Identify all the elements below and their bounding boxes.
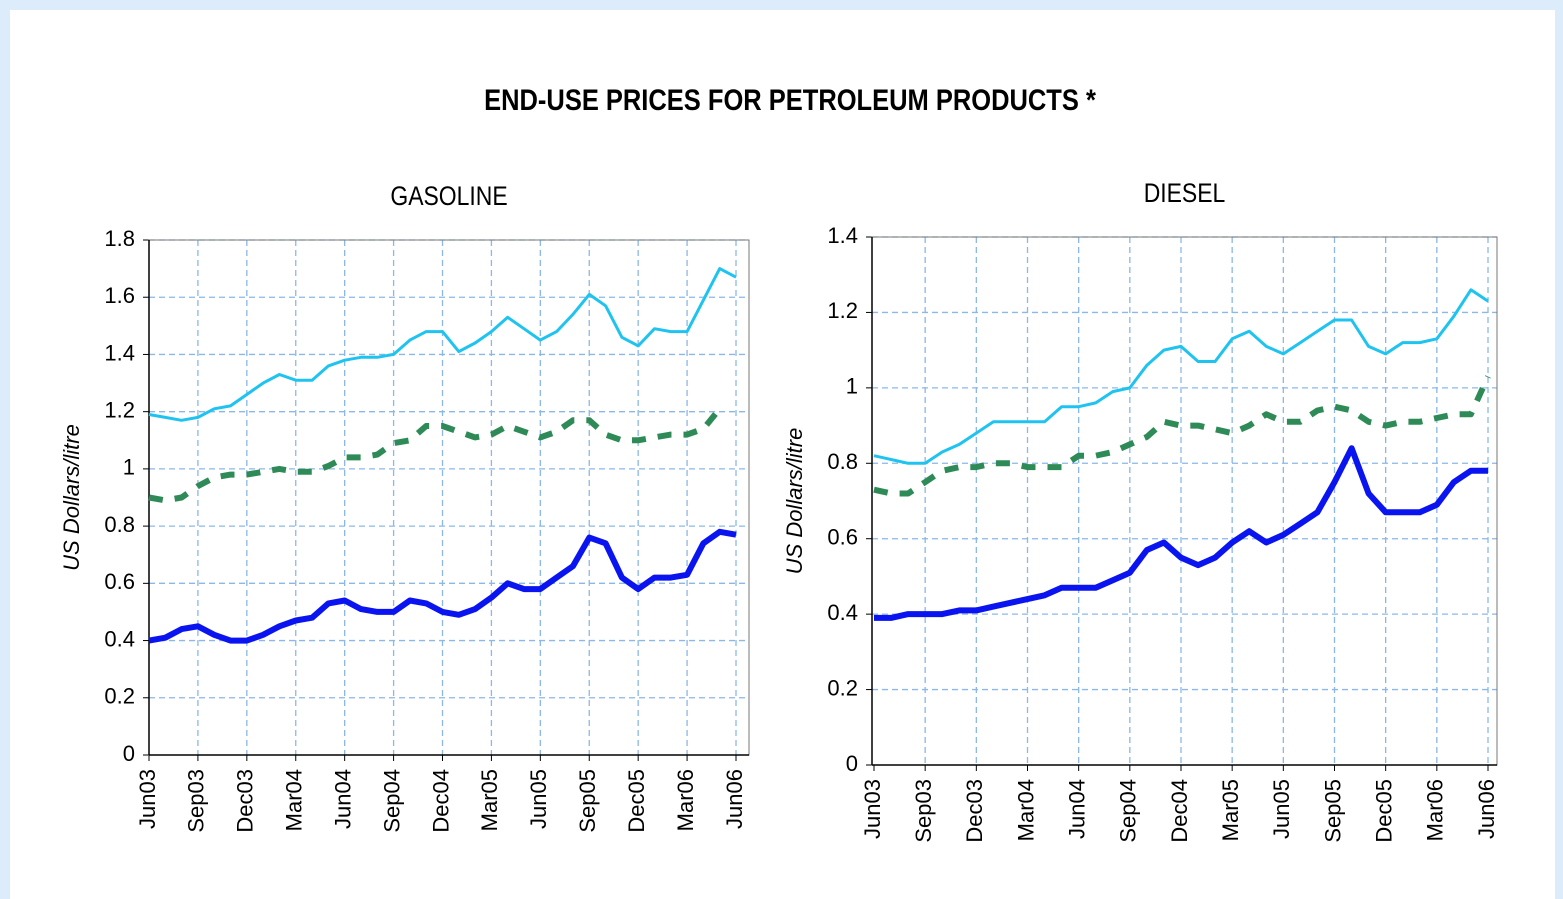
y-tick-label: 0.4 <box>827 600 858 625</box>
x-tick-label: Sep03 <box>184 769 209 833</box>
y-tick-label: 0 <box>846 751 858 776</box>
x-tick-label: Mar04 <box>1013 779 1038 841</box>
x-tick-label: Jun06 <box>722 769 747 829</box>
x-tick-label: Mar05 <box>1218 779 1243 841</box>
main-title: END-USE PRICES FOR PETROLEUM PRODUCTS * <box>484 83 1096 116</box>
plot-frame <box>148 239 750 756</box>
y-tick-label: 1.6 <box>104 283 135 308</box>
y-axis-label: US Dollars/litre <box>59 424 84 571</box>
series-line <box>148 528 737 644</box>
x-tick-label: Jun04 <box>330 769 355 829</box>
series-line <box>873 375 1491 497</box>
series-line <box>874 445 1488 621</box>
x-tick-label: Jun03 <box>860 779 885 839</box>
plot-frame <box>871 236 1498 766</box>
y-tick-label: 0.2 <box>104 684 135 709</box>
y-tick-label: 0 <box>123 741 135 766</box>
y-tick-label: 1.4 <box>827 223 858 248</box>
x-tick-label: Sep03 <box>911 779 936 843</box>
x-tick-label: Dec03 <box>962 779 987 843</box>
x-tick-label: Dec05 <box>1371 779 1396 843</box>
y-tick-label: 1.2 <box>104 397 135 422</box>
x-tick-label: Mar05 <box>477 769 502 831</box>
x-tick-label: Sep05 <box>575 769 600 833</box>
chart-title: DIESEL <box>1144 178 1226 208</box>
x-tick-label: Sep04 <box>379 769 404 833</box>
x-tick-label: Jun04 <box>1064 779 1089 839</box>
y-tick-label: 1 <box>846 374 858 399</box>
x-tick-label: Jun03 <box>135 769 160 829</box>
series-line <box>873 288 1489 465</box>
x-tick-label: Jun05 <box>526 769 551 829</box>
x-tick-label: Mar06 <box>673 769 698 831</box>
y-tick-label: 0.8 <box>104 512 135 537</box>
x-tick-label: Sep04 <box>1116 779 1141 843</box>
series-line <box>148 267 737 422</box>
y-tick-label: 0.6 <box>827 525 858 550</box>
y-tick-label: 1.2 <box>827 298 858 323</box>
x-tick-label: Mar04 <box>282 769 307 831</box>
x-tick-label: Dec03 <box>233 769 258 833</box>
y-tick-label: 0.2 <box>827 675 858 700</box>
series-line <box>148 406 723 504</box>
x-tick-label: Dec04 <box>428 769 453 833</box>
x-tick-label: Sep05 <box>1320 779 1345 843</box>
x-tick-label: Jun06 <box>1474 779 1499 839</box>
y-tick-label: 1.4 <box>104 340 135 365</box>
y-tick-label: 1.8 <box>104 226 135 251</box>
y-tick-label: 0.4 <box>104 626 135 651</box>
chart-title: GASOLINE <box>390 181 507 211</box>
x-tick-label: Jun05 <box>1269 779 1294 839</box>
y-tick-label: 1 <box>123 455 135 480</box>
y-tick-label: 0.8 <box>827 449 858 474</box>
y-tick-label: 0.6 <box>104 569 135 594</box>
x-tick-label: Dec05 <box>624 769 649 833</box>
panel <box>10 10 1555 899</box>
x-tick-label: Mar06 <box>1423 779 1448 841</box>
y-axis-label: US Dollars/litre <box>782 428 807 575</box>
x-tick-label: Dec04 <box>1167 779 1192 843</box>
